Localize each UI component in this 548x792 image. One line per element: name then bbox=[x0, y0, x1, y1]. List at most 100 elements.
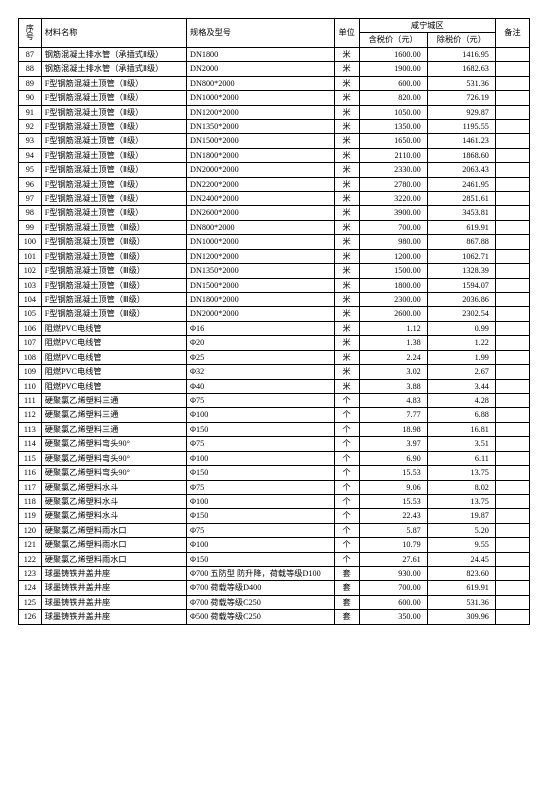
table-row: 87钢筋混凝土排水管（承插式Ⅱ级）DN1800米1600.001416.95 bbox=[19, 47, 530, 61]
cell-note bbox=[495, 177, 529, 191]
cell-price-notax: 2302.54 bbox=[427, 307, 495, 321]
cell-price-tax: 600.00 bbox=[359, 76, 427, 90]
cell-price-tax: 6.90 bbox=[359, 451, 427, 465]
cell-seq: 101 bbox=[19, 249, 42, 263]
cell-spec: Φ75 bbox=[187, 523, 335, 537]
table-row: 123球墨铸铁井盖井座Φ700 五防型 防升降，荷载等级D100套930.008… bbox=[19, 567, 530, 581]
cell-note bbox=[495, 293, 529, 307]
cell-unit: 米 bbox=[334, 192, 359, 206]
cell-price-notax: 619.91 bbox=[427, 220, 495, 234]
cell-price-notax: 726.19 bbox=[427, 91, 495, 105]
cell-price-tax: 15.53 bbox=[359, 466, 427, 480]
cell-note bbox=[495, 336, 529, 350]
cell-name: F型钢筋混凝土顶管（Ⅱ级） bbox=[41, 76, 186, 90]
cell-spec: DN2400*2000 bbox=[187, 192, 335, 206]
cell-unit: 米 bbox=[334, 220, 359, 234]
cell-price-notax: 1461.23 bbox=[427, 134, 495, 148]
cell-note bbox=[495, 422, 529, 436]
cell-unit: 个 bbox=[334, 451, 359, 465]
cell-note bbox=[495, 192, 529, 206]
col-price-notax-header: 除税价（元） bbox=[427, 33, 495, 47]
cell-seq: 90 bbox=[19, 91, 42, 105]
cell-price-tax: 1650.00 bbox=[359, 134, 427, 148]
cell-name: 硬聚氯乙烯塑料水斗 bbox=[41, 494, 186, 508]
cell-spec: DN2000*2000 bbox=[187, 163, 335, 177]
cell-note bbox=[495, 119, 529, 133]
cell-name: 阻燃PVC电线管 bbox=[41, 365, 186, 379]
cell-price-tax: 700.00 bbox=[359, 220, 427, 234]
cell-seq: 122 bbox=[19, 552, 42, 566]
cell-name: 球墨铸铁井盖井座 bbox=[41, 610, 186, 624]
cell-spec: DN1000*2000 bbox=[187, 91, 335, 105]
cell-price-notax: 13.75 bbox=[427, 494, 495, 508]
cell-price-tax: 1900.00 bbox=[359, 62, 427, 76]
cell-seq: 91 bbox=[19, 105, 42, 119]
cell-unit: 个 bbox=[334, 393, 359, 407]
cell-name: 球墨铸铁井盖井座 bbox=[41, 567, 186, 581]
cell-price-tax: 350.00 bbox=[359, 610, 427, 624]
cell-price-tax: 5.87 bbox=[359, 523, 427, 537]
cell-note bbox=[495, 249, 529, 263]
cell-unit: 套 bbox=[334, 581, 359, 595]
cell-unit: 米 bbox=[334, 76, 359, 90]
cell-seq: 124 bbox=[19, 581, 42, 595]
cell-seq: 97 bbox=[19, 192, 42, 206]
cell-seq: 87 bbox=[19, 47, 42, 61]
cell-price-tax: 700.00 bbox=[359, 581, 427, 595]
cell-seq: 92 bbox=[19, 119, 42, 133]
cell-name: 球墨铸铁井盖井座 bbox=[41, 581, 186, 595]
cell-name: F型钢筋混凝土顶管（Ⅱ级） bbox=[41, 105, 186, 119]
cell-spec: DN1000*2000 bbox=[187, 235, 335, 249]
cell-name: 硬聚氯乙烯塑料弯头90° bbox=[41, 466, 186, 480]
cell-note bbox=[495, 552, 529, 566]
cell-seq: 99 bbox=[19, 220, 42, 234]
table-row: 119硬聚氯乙烯塑料水斗Φ150个22.4319.87 bbox=[19, 509, 530, 523]
cell-name: 硬聚氯乙烯塑料三通 bbox=[41, 393, 186, 407]
col-name-header: 材料名称 bbox=[41, 19, 186, 48]
cell-name: 硬聚氯乙烯塑料水斗 bbox=[41, 509, 186, 523]
table-row: 110阻燃PVC电线管Φ40米3.883.44 bbox=[19, 379, 530, 393]
cell-price-notax: 1195.55 bbox=[427, 119, 495, 133]
cell-unit: 米 bbox=[334, 148, 359, 162]
cell-price-notax: 309.96 bbox=[427, 610, 495, 624]
cell-price-notax: 1062.71 bbox=[427, 249, 495, 263]
cell-spec: DN1200*2000 bbox=[187, 249, 335, 263]
cell-spec: DN1350*2000 bbox=[187, 264, 335, 278]
cell-name: F型钢筋混凝土顶管（Ⅲ级） bbox=[41, 235, 186, 249]
cell-unit: 个 bbox=[334, 552, 359, 566]
table-row: 95F型钢筋混凝土顶管（Ⅱ级）DN2000*2000米2330.002063.4… bbox=[19, 163, 530, 177]
cell-price-notax: 2851.61 bbox=[427, 192, 495, 206]
cell-unit: 个 bbox=[334, 494, 359, 508]
table-row: 100F型钢筋混凝土顶管（Ⅲ级）DN1000*2000米980.00867.88 bbox=[19, 235, 530, 249]
cell-price-notax: 531.36 bbox=[427, 595, 495, 609]
cell-price-tax: 2300.00 bbox=[359, 293, 427, 307]
cell-price-notax: 8.02 bbox=[427, 480, 495, 494]
cell-unit: 米 bbox=[334, 350, 359, 364]
cell-spec: DN1800*2000 bbox=[187, 293, 335, 307]
cell-seq: 100 bbox=[19, 235, 42, 249]
cell-price-tax: 4.83 bbox=[359, 393, 427, 407]
cell-name: 硬聚氯乙烯塑料弯头90° bbox=[41, 451, 186, 465]
cell-name: 钢筋混凝土排水管（承插式Ⅱ级） bbox=[41, 62, 186, 76]
cell-price-tax: 2600.00 bbox=[359, 307, 427, 321]
cell-spec: Φ75 bbox=[187, 480, 335, 494]
cell-price-notax: 1682.63 bbox=[427, 62, 495, 76]
cell-price-notax: 9.55 bbox=[427, 538, 495, 552]
cell-name: F型钢筋混凝土顶管（Ⅲ级） bbox=[41, 307, 186, 321]
cell-price-notax: 929.87 bbox=[427, 105, 495, 119]
cell-price-notax: 1594.07 bbox=[427, 278, 495, 292]
cell-unit: 米 bbox=[334, 264, 359, 278]
cell-price-notax: 19.87 bbox=[427, 509, 495, 523]
cell-spec: DN1500*2000 bbox=[187, 134, 335, 148]
cell-note bbox=[495, 134, 529, 148]
cell-seq: 98 bbox=[19, 206, 42, 220]
cell-unit: 个 bbox=[334, 523, 359, 537]
cell-price-notax: 4.28 bbox=[427, 393, 495, 407]
cell-name: 硬聚氯乙烯塑料雨水口 bbox=[41, 523, 186, 537]
cell-price-tax: 2110.00 bbox=[359, 148, 427, 162]
cell-unit: 米 bbox=[334, 177, 359, 191]
cell-seq: 88 bbox=[19, 62, 42, 76]
cell-spec: Φ100 bbox=[187, 494, 335, 508]
cell-spec: Φ700 荷载等级D400 bbox=[187, 581, 335, 595]
cell-price-notax: 1.99 bbox=[427, 350, 495, 364]
